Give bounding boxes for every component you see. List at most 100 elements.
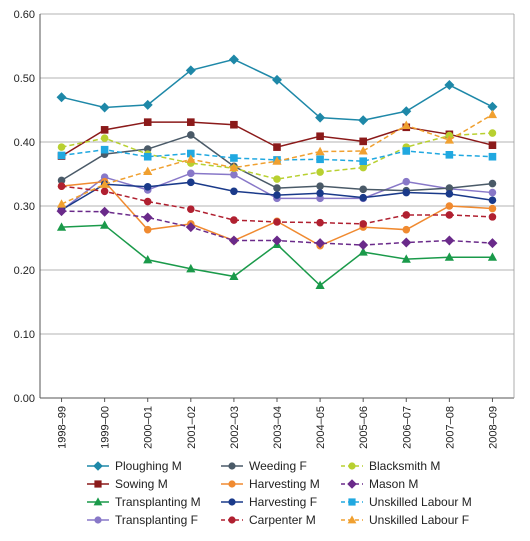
legend-item: Weeding F xyxy=(221,459,307,473)
data-point xyxy=(228,54,239,65)
data-point xyxy=(185,65,196,76)
y-tick-label: 0.10 xyxy=(14,329,35,341)
data-point xyxy=(444,135,454,144)
data-point xyxy=(488,196,497,205)
data-point xyxy=(488,141,497,149)
x-tick-label: 2008–09 xyxy=(487,406,499,449)
legend-item: Blacksmith M xyxy=(341,459,440,473)
legend-label: Harvesting F xyxy=(249,495,317,509)
series-blacksmith-m xyxy=(57,129,497,183)
data-point xyxy=(444,252,454,261)
legend-label: Carpenter M xyxy=(249,513,316,527)
data-point xyxy=(316,168,324,176)
series-unskilled-labour-f xyxy=(56,109,498,208)
x-tick-label: 2005–06 xyxy=(358,406,370,449)
data-point xyxy=(273,184,281,192)
y-tick-label: 0.40 xyxy=(14,137,35,149)
data-point xyxy=(143,118,152,126)
legend-label: Mason M xyxy=(369,477,418,491)
data-point xyxy=(143,183,152,191)
series-ploughing-m xyxy=(56,54,498,126)
data-point xyxy=(187,178,195,187)
data-point xyxy=(187,149,195,158)
data-point xyxy=(488,129,497,137)
series-line xyxy=(61,132,493,180)
legend-label: Sowing M xyxy=(115,477,168,491)
data-point xyxy=(488,188,497,197)
data-point xyxy=(359,157,367,165)
legend-label: Transplanting F xyxy=(115,513,198,527)
series-mason-m xyxy=(56,206,498,251)
legend-marker xyxy=(228,462,236,470)
legend-item: Transplanting F xyxy=(87,513,198,527)
data-point xyxy=(445,202,454,210)
x-tick-label: 2007–08 xyxy=(444,406,456,449)
gridlines xyxy=(40,13,514,399)
x-tick-label: 1999–00 xyxy=(100,406,112,449)
data-point xyxy=(488,213,497,221)
data-point xyxy=(401,106,412,117)
data-point xyxy=(186,154,196,163)
x-tick-label: 2003–04 xyxy=(272,406,284,449)
data-point xyxy=(402,147,411,155)
legend-marker xyxy=(94,480,102,488)
data-point xyxy=(273,143,281,151)
legend-item: Harvesting M xyxy=(221,477,320,491)
data-point xyxy=(315,280,325,289)
data-point xyxy=(358,247,368,256)
data-point xyxy=(230,216,238,224)
data-point xyxy=(487,101,498,112)
legend-item: Ploughing M xyxy=(87,459,182,473)
data-point xyxy=(401,120,411,129)
x-tick-label: 2002–03 xyxy=(229,406,241,449)
legend-marker xyxy=(348,498,356,506)
legend-label: Harvesting M xyxy=(249,477,320,491)
series-carpenter-m xyxy=(57,182,497,228)
data-point xyxy=(185,222,196,233)
data-point xyxy=(142,99,153,110)
data-point xyxy=(315,238,326,249)
data-point xyxy=(402,177,411,186)
data-point xyxy=(99,206,110,217)
data-point xyxy=(401,254,411,263)
data-point xyxy=(359,193,367,202)
data-point xyxy=(229,271,239,280)
x-tick-label: 1998–99 xyxy=(57,406,69,449)
data-point xyxy=(230,154,238,162)
legend-marker xyxy=(347,479,357,489)
data-point xyxy=(230,120,238,129)
x-tick-label: 2006–07 xyxy=(401,406,413,449)
legend-marker xyxy=(93,461,103,471)
legend-marker xyxy=(228,498,236,506)
data-point xyxy=(358,240,369,251)
data-point xyxy=(187,169,195,178)
legend-label: Blacksmith M xyxy=(369,459,440,473)
data-point xyxy=(402,188,411,197)
data-point xyxy=(316,132,324,141)
data-point xyxy=(273,175,281,183)
data-point xyxy=(359,185,367,194)
data-point xyxy=(100,134,109,142)
data-point xyxy=(359,163,367,172)
data-point xyxy=(402,211,411,219)
legend-item: Harvesting F xyxy=(221,495,317,509)
legend-item: Unskilled Labour F xyxy=(341,513,469,527)
legend: Ploughing M Sowing M Transplanting M Transp… xyxy=(87,459,472,527)
data-point xyxy=(445,190,454,198)
data-point xyxy=(187,118,195,126)
data-point xyxy=(143,197,152,206)
legend-label: Weeding F xyxy=(249,459,307,473)
data-point xyxy=(273,191,281,199)
series-harvesting-f xyxy=(57,178,497,214)
data-point xyxy=(316,218,324,227)
data-point xyxy=(100,187,109,196)
data-point xyxy=(488,152,497,161)
data-point xyxy=(186,263,196,273)
legend-label: Unskilled Labour F xyxy=(369,513,469,527)
axes: 0.00 0.10 0.20 0.30 0.40 0.50 0.60 1998–99 1999–… xyxy=(14,9,515,449)
data-point xyxy=(56,199,67,208)
legend-marker xyxy=(348,462,356,470)
data-point xyxy=(230,187,238,196)
data-point xyxy=(142,212,153,223)
